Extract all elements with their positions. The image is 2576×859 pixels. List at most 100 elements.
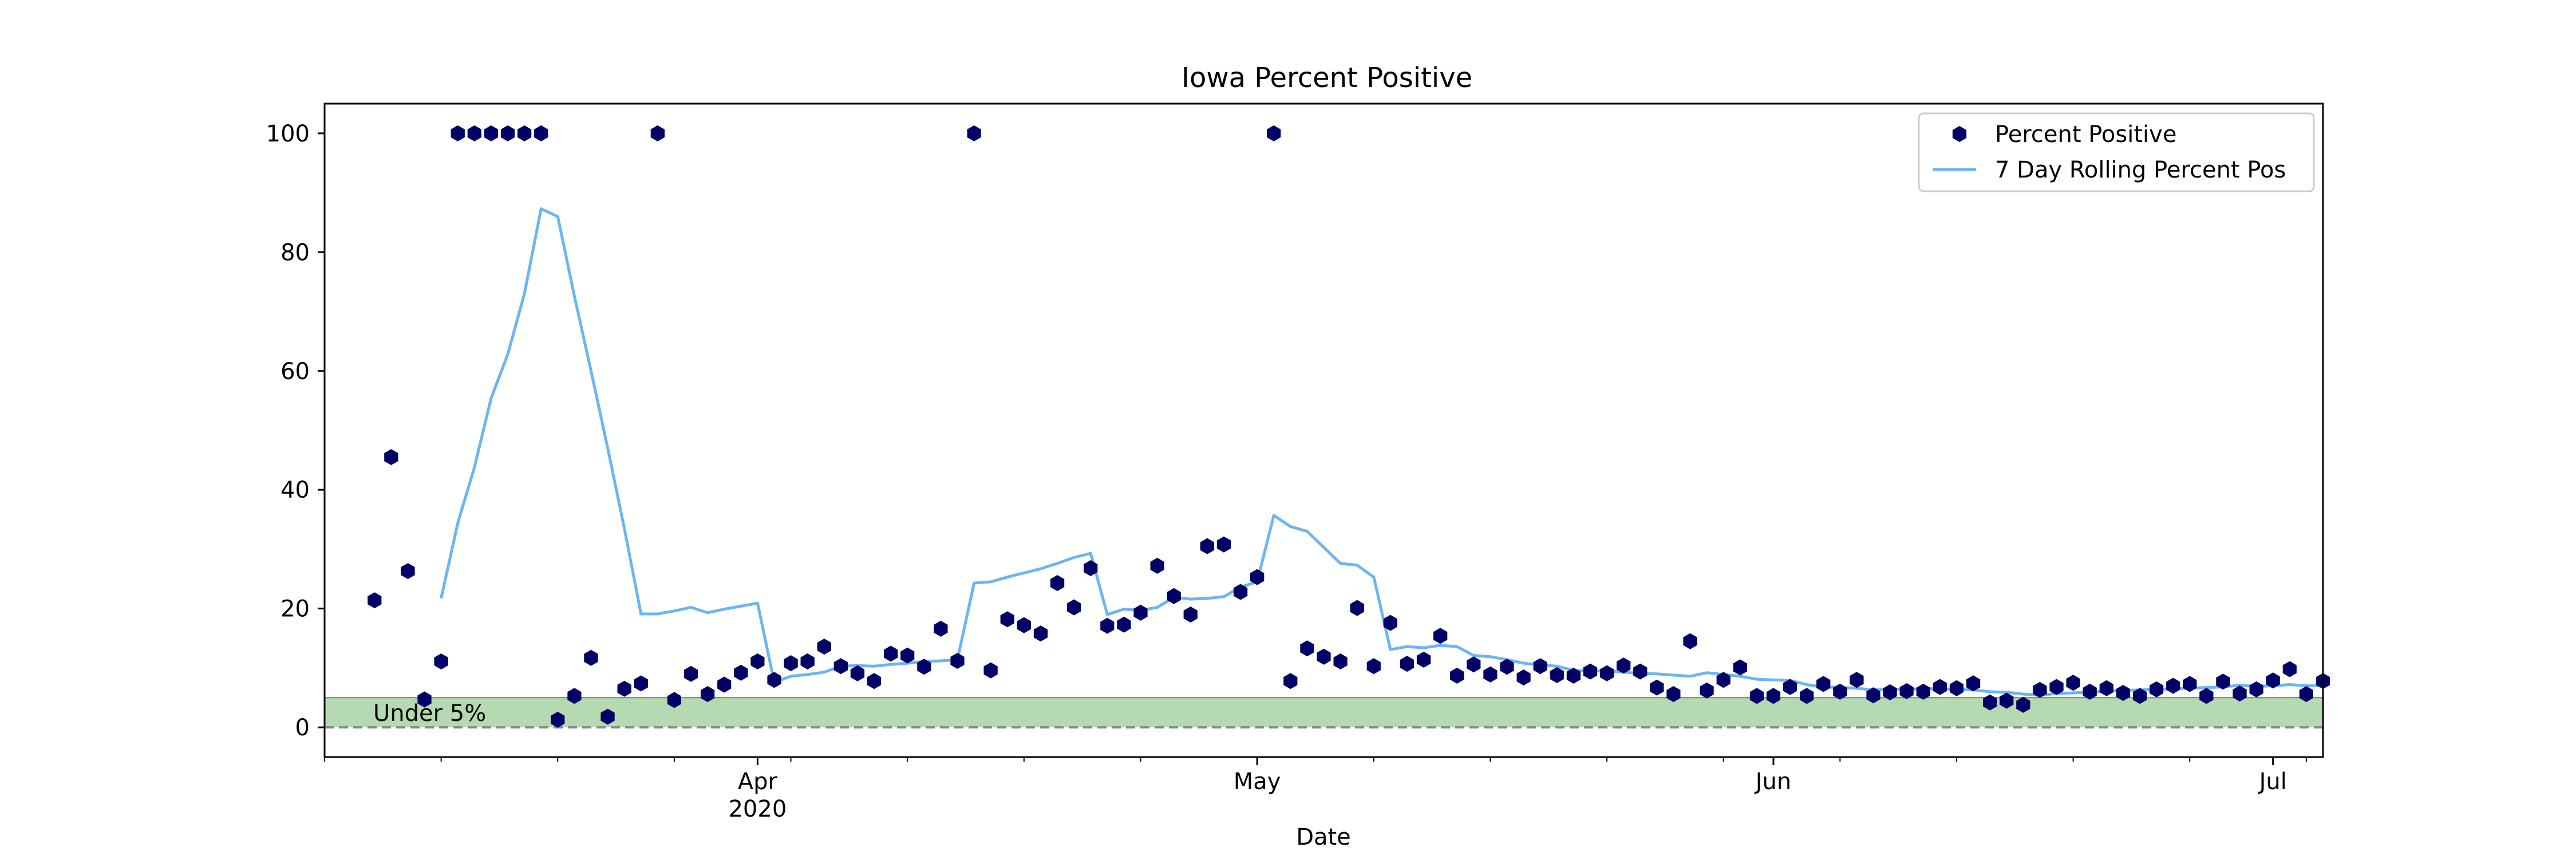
data-point-percent-positive xyxy=(1033,625,1048,642)
data-point-percent-positive xyxy=(917,659,931,675)
data-point-percent-positive xyxy=(451,125,465,141)
data-point-percent-positive xyxy=(534,125,548,141)
data-point-percent-positive xyxy=(368,592,382,609)
data-point-percent-positive xyxy=(1983,694,1997,711)
data-point-percent-positive xyxy=(1067,599,1081,616)
data-point-percent-positive xyxy=(767,672,781,688)
plot-frame xyxy=(323,103,2324,758)
data-point-percent-positive xyxy=(1283,673,1298,689)
data-point-percent-positive xyxy=(1783,679,1797,695)
data-point-percent-positive xyxy=(833,658,848,675)
data-point-percent-positive xyxy=(2016,696,2030,713)
legend-label-7-day-rolling: 7 Day Rolling Percent Pos xyxy=(1995,157,2286,183)
data-point-percent-positive xyxy=(734,664,748,681)
data-point-percent-positive xyxy=(567,688,582,704)
data-point-percent-positive xyxy=(2066,675,2080,691)
data-point-percent-positive xyxy=(1050,575,1065,592)
data-point-percent-positive xyxy=(1350,600,1364,616)
data-point-percent-positive xyxy=(1683,633,1697,649)
data-point-percent-positive xyxy=(967,125,981,141)
data-point-percent-positive xyxy=(617,680,631,697)
data-point-percent-positive xyxy=(667,692,681,708)
data-point-percent-positive xyxy=(1916,683,1930,700)
data-point-percent-positive xyxy=(401,563,415,580)
y-tick-label: 40 xyxy=(280,477,310,503)
legend: Percent Positive 7 Day Rolling Percent Po… xyxy=(1918,112,2315,192)
data-point-percent-positive xyxy=(2166,677,2180,694)
data-point-percent-positive xyxy=(1000,611,1014,628)
data-point-percent-positive xyxy=(1866,687,1880,704)
data-point-percent-positive xyxy=(1317,648,1331,665)
data-point-percent-positive xyxy=(2049,679,2064,695)
data-point-percent-positive xyxy=(1200,538,1214,554)
data-point-percent-positive xyxy=(1766,688,1781,704)
series-line-7-day-rolling xyxy=(440,207,2323,697)
data-point-percent-positive xyxy=(1300,640,1314,657)
data-point-percent-positive xyxy=(950,653,965,669)
data-point-percent-positive xyxy=(417,691,432,708)
y-axis: 0 20 40 60 80 100 xyxy=(266,121,325,741)
x-tick-label: Jul xyxy=(2258,769,2287,795)
data-point-percent-positive xyxy=(634,675,648,692)
data-point-percent-positive xyxy=(2083,683,2097,700)
data-point-percent-positive xyxy=(1450,667,1464,684)
data-point-percent-positive xyxy=(1516,669,1531,685)
data-point-percent-positive xyxy=(1500,659,1514,675)
data-point-percent-positive xyxy=(584,649,598,666)
data-point-percent-positive xyxy=(2299,686,2313,702)
data-point-percent-positive xyxy=(1017,617,1031,633)
data-point-percent-positive xyxy=(467,125,481,141)
data-point-percent-positive xyxy=(1650,679,1664,696)
data-point-percent-positive xyxy=(884,645,898,662)
legend-marker-percent-positive xyxy=(1952,126,1967,142)
data-point-percent-positive xyxy=(1899,683,1914,699)
legend-label-percent-positive: Percent Positive xyxy=(1995,121,2176,148)
data-point-percent-positive xyxy=(1883,684,1897,700)
data-point-percent-positive xyxy=(2033,681,2047,698)
plot-area: Under 5% xyxy=(325,125,2330,729)
data-point-percent-positive xyxy=(384,449,398,466)
data-point-percent-positive xyxy=(750,653,765,669)
x-tick-sublabel: 2020 xyxy=(728,796,787,822)
data-point-percent-positive xyxy=(1949,680,1964,696)
data-point-percent-positive xyxy=(1133,604,1148,621)
data-point-percent-positive xyxy=(1933,679,1947,695)
data-point-percent-positive xyxy=(484,125,498,141)
data-point-percent-positive xyxy=(1566,667,1581,684)
data-point-percent-positive xyxy=(2199,688,2214,704)
data-point-percent-positive xyxy=(2183,676,2197,692)
data-point-percent-positive xyxy=(784,655,798,672)
data-point-percent-positive xyxy=(683,665,698,682)
data-point-percent-positive xyxy=(934,620,948,637)
data-point-percent-positive xyxy=(1583,663,1598,680)
data-point-percent-positive xyxy=(2000,692,2014,709)
data-point-percent-positive xyxy=(1167,588,1181,604)
data-point-percent-positive xyxy=(1617,657,1631,674)
data-point-percent-positive xyxy=(1383,614,1397,631)
data-point-percent-positive xyxy=(2132,688,2147,704)
data-point-percent-positive xyxy=(717,676,732,693)
data-point-percent-positive xyxy=(1850,672,1864,688)
y-tick-label: 20 xyxy=(280,596,310,622)
data-point-percent-positive xyxy=(1749,688,1764,704)
data-point-percent-positive xyxy=(1117,616,1131,633)
data-point-percent-positive xyxy=(2116,685,2130,701)
data-point-percent-positive xyxy=(551,711,565,728)
data-point-percent-positive xyxy=(1700,682,1714,699)
data-point-percent-positive xyxy=(1400,656,1415,672)
data-point-percent-positive xyxy=(850,665,865,681)
data-point-percent-positive xyxy=(1267,125,1281,141)
y-tick-label: 60 xyxy=(280,358,310,385)
data-point-percent-positive xyxy=(867,673,882,689)
data-point-percent-positive xyxy=(1716,672,1730,688)
y-tick-label: 80 xyxy=(280,239,310,266)
data-point-percent-positive xyxy=(1666,686,1681,702)
data-point-percent-positive xyxy=(1216,536,1231,553)
y-tick-label: 100 xyxy=(266,121,310,147)
data-point-percent-positive xyxy=(900,647,915,664)
data-point-percent-positive xyxy=(1533,658,1547,675)
data-point-percent-positive xyxy=(1833,683,1847,700)
data-point-percent-positive xyxy=(1633,663,1647,680)
